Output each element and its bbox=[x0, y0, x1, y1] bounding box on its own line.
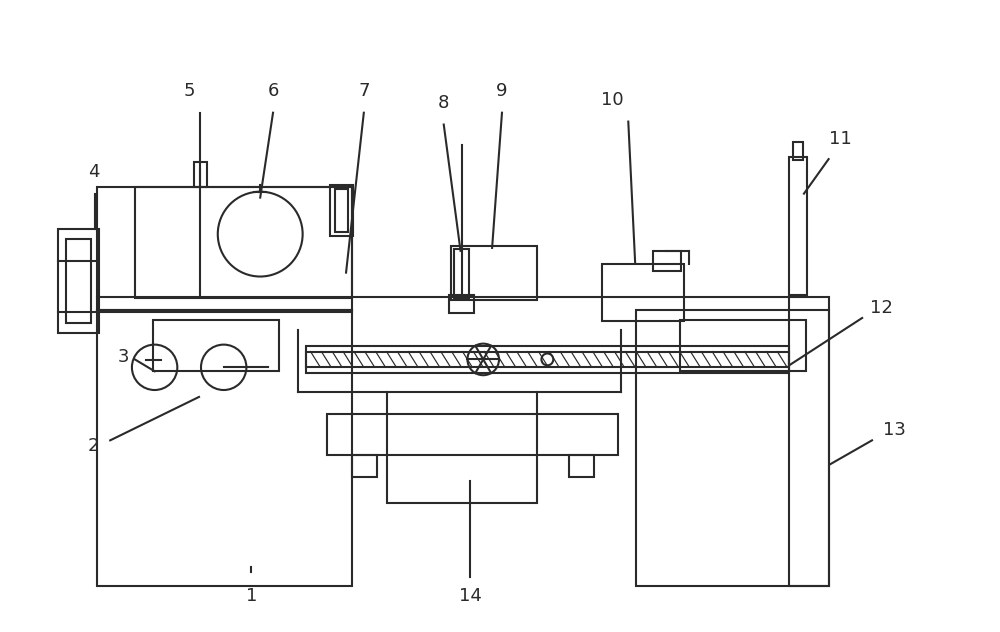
Text: 7: 7 bbox=[358, 82, 370, 100]
Text: 14: 14 bbox=[459, 587, 482, 605]
Text: 1: 1 bbox=[246, 587, 257, 605]
Bar bbox=[135, 186, 352, 298]
Bar bbox=[194, 162, 207, 186]
Text: 13: 13 bbox=[883, 422, 906, 439]
Text: 9: 9 bbox=[496, 82, 508, 100]
Bar bbox=[789, 297, 829, 586]
Bar bbox=[636, 310, 829, 586]
Bar bbox=[97, 310, 352, 586]
Bar bbox=[569, 455, 594, 477]
Bar bbox=[451, 246, 537, 300]
Bar bbox=[97, 186, 352, 312]
Bar bbox=[387, 392, 537, 502]
Bar bbox=[449, 295, 474, 313]
Text: 4: 4 bbox=[88, 163, 99, 181]
Bar bbox=[680, 320, 806, 371]
Bar bbox=[327, 414, 618, 455]
Text: 6: 6 bbox=[267, 82, 279, 100]
Bar bbox=[306, 351, 789, 367]
Bar bbox=[793, 142, 803, 160]
Text: 2: 2 bbox=[88, 437, 99, 455]
Text: 8: 8 bbox=[438, 94, 449, 112]
Text: 11: 11 bbox=[829, 130, 852, 149]
Bar bbox=[58, 229, 99, 333]
Bar bbox=[153, 320, 279, 371]
Bar bbox=[330, 185, 353, 236]
Bar bbox=[454, 249, 469, 298]
Bar bbox=[602, 264, 684, 321]
Bar bbox=[306, 346, 789, 374]
Bar bbox=[352, 455, 377, 477]
Bar bbox=[335, 189, 348, 232]
Bar bbox=[789, 157, 807, 295]
Bar bbox=[66, 239, 91, 323]
Text: 3: 3 bbox=[117, 348, 129, 367]
Text: 5: 5 bbox=[183, 82, 195, 100]
Text: 12: 12 bbox=[870, 299, 893, 317]
Text: 10: 10 bbox=[601, 91, 624, 109]
Bar bbox=[653, 251, 681, 270]
